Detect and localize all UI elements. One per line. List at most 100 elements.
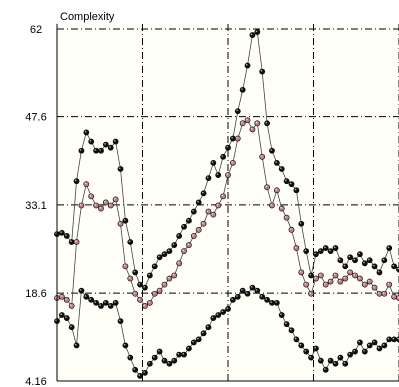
data-point-highlight xyxy=(104,301,106,303)
data-point-highlight xyxy=(324,368,326,370)
data-point-highlight xyxy=(138,298,141,300)
data-point xyxy=(176,233,183,239)
data-point xyxy=(142,284,148,291)
data-point-highlight xyxy=(162,252,165,255)
data-point xyxy=(317,248,324,255)
data-point xyxy=(308,272,314,279)
data-point-highlight xyxy=(324,246,326,249)
data-point-highlight xyxy=(84,182,87,185)
data-point-highlight xyxy=(338,356,341,358)
data-point xyxy=(127,354,134,361)
data-point xyxy=(391,293,398,300)
data-point-highlight xyxy=(358,340,360,343)
data-point xyxy=(288,327,295,334)
data-point-highlight xyxy=(309,273,312,276)
data-point-highlight xyxy=(172,359,175,361)
data-point xyxy=(376,290,383,297)
data-point-highlight xyxy=(206,325,209,328)
data-point-highlight xyxy=(65,298,67,300)
data-point xyxy=(317,357,324,364)
data-point xyxy=(366,342,373,349)
data-point xyxy=(107,144,114,151)
data-point-highlight xyxy=(226,173,228,176)
data-point xyxy=(303,348,310,355)
data-point-highlight xyxy=(74,179,77,182)
data-point-highlight xyxy=(123,219,126,221)
data-point xyxy=(205,324,212,331)
data-point xyxy=(308,290,314,297)
data-point xyxy=(347,269,354,276)
data-point-highlight xyxy=(221,194,224,197)
data-point xyxy=(58,312,65,318)
data-point-highlight xyxy=(187,346,189,349)
data-point-highlight xyxy=(338,279,341,282)
data-point-highlight xyxy=(123,264,126,267)
data-point-highlight xyxy=(241,121,243,124)
data-point-highlight xyxy=(260,155,263,157)
data-point xyxy=(127,275,134,282)
data-point-highlight xyxy=(94,149,97,151)
data-point xyxy=(205,175,212,182)
data-point xyxy=(156,287,163,294)
data-point-highlight xyxy=(143,371,145,373)
data-point-highlight xyxy=(65,316,67,319)
data-point xyxy=(352,348,358,355)
data-point-highlight xyxy=(70,304,72,306)
data-point xyxy=(303,281,310,288)
data-point-highlight xyxy=(60,231,62,233)
data-point-highlight xyxy=(363,261,365,264)
data-point-highlight xyxy=(333,362,336,364)
data-point-highlight xyxy=(114,139,116,142)
data-point-highlight xyxy=(353,349,356,352)
data-point-highlight xyxy=(118,222,121,224)
data-point xyxy=(391,263,398,270)
data-point-highlight xyxy=(187,243,189,246)
data-point-highlight xyxy=(167,362,170,364)
data-point xyxy=(132,366,139,373)
data-point xyxy=(220,309,227,315)
data-point xyxy=(186,217,192,224)
data-point xyxy=(239,120,246,127)
data-point xyxy=(73,342,80,349)
data-point-highlight xyxy=(387,283,390,285)
data-point xyxy=(249,126,256,133)
data-point xyxy=(381,257,388,264)
series-3 xyxy=(54,284,399,379)
data-point xyxy=(68,303,75,309)
data-point xyxy=(278,312,285,318)
data-point-highlight xyxy=(348,270,351,273)
data-point xyxy=(313,345,319,352)
data-point-highlight xyxy=(236,295,238,297)
data-point xyxy=(361,260,368,267)
data-point-highlight xyxy=(94,203,97,206)
y-tick-label: 18.6 xyxy=(25,288,46,300)
data-point-highlight xyxy=(89,298,92,300)
data-point xyxy=(254,287,261,294)
data-point-highlight xyxy=(299,343,302,346)
data-point-highlight xyxy=(167,276,170,279)
data-point-highlight xyxy=(216,313,219,316)
data-point xyxy=(146,272,153,279)
data-point-highlight xyxy=(387,246,390,249)
data-point xyxy=(166,275,173,282)
data-point xyxy=(156,254,163,261)
data-point xyxy=(283,178,290,185)
data-point xyxy=(161,281,168,288)
data-point xyxy=(244,290,251,297)
data-point xyxy=(381,342,388,349)
grid-lines xyxy=(57,24,399,381)
data-point-highlight xyxy=(314,346,316,349)
data-point-highlight xyxy=(206,176,209,179)
data-point xyxy=(132,290,139,297)
data-point xyxy=(122,263,129,270)
data-point xyxy=(107,303,114,309)
data-point-highlight xyxy=(148,273,150,276)
data-point xyxy=(322,366,329,373)
data-point xyxy=(249,32,256,38)
data-point xyxy=(386,281,393,288)
data-point xyxy=(68,239,75,245)
data-point-highlight xyxy=(245,118,248,121)
data-point-highlight xyxy=(275,301,277,303)
data-point xyxy=(195,199,202,206)
